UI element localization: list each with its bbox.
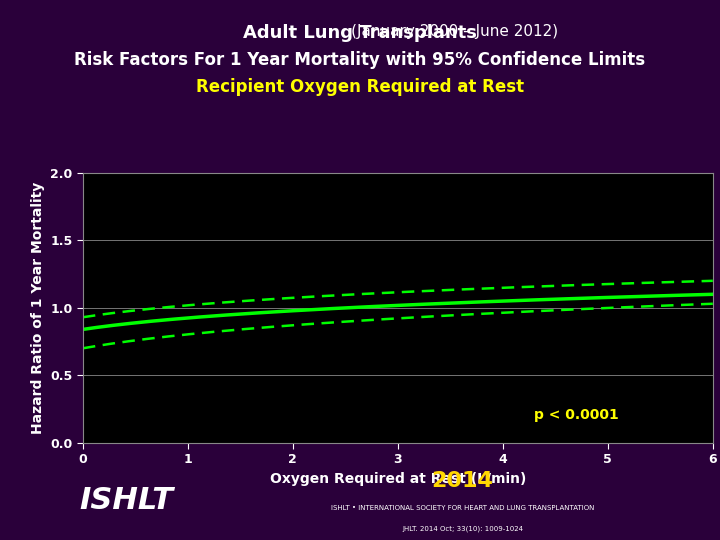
Text: Adult Lung Transplants: Adult Lung Transplants [243, 24, 477, 42]
Text: ISHLT: ISHLT [79, 486, 173, 515]
Y-axis label: Hazard Ratio of 1 Year Mortality: Hazard Ratio of 1 Year Mortality [30, 181, 45, 434]
Text: (January 2000 – June 2012): (January 2000 – June 2012) [161, 24, 559, 39]
Text: JHLT. 2014 Oct; 33(10): 1009-1024: JHLT. 2014 Oct; 33(10): 1009-1024 [402, 525, 523, 532]
Text: 2014: 2014 [432, 471, 493, 491]
Text: Recipient Oxygen Required at Rest: Recipient Oxygen Required at Rest [196, 78, 524, 96]
Text: ISHLT • INTERNATIONAL SOCIETY FOR HEART AND LUNG TRANSPLANTATION: ISHLT • INTERNATIONAL SOCIETY FOR HEART … [331, 505, 594, 511]
X-axis label: Oxygen Required at Rest (L/min): Oxygen Required at Rest (L/min) [269, 472, 526, 486]
Text: Risk Factors For 1 Year Mortality with 95% Confidence Limits: Risk Factors For 1 Year Mortality with 9… [74, 51, 646, 69]
Text: p < 0.0001: p < 0.0001 [534, 408, 619, 422]
